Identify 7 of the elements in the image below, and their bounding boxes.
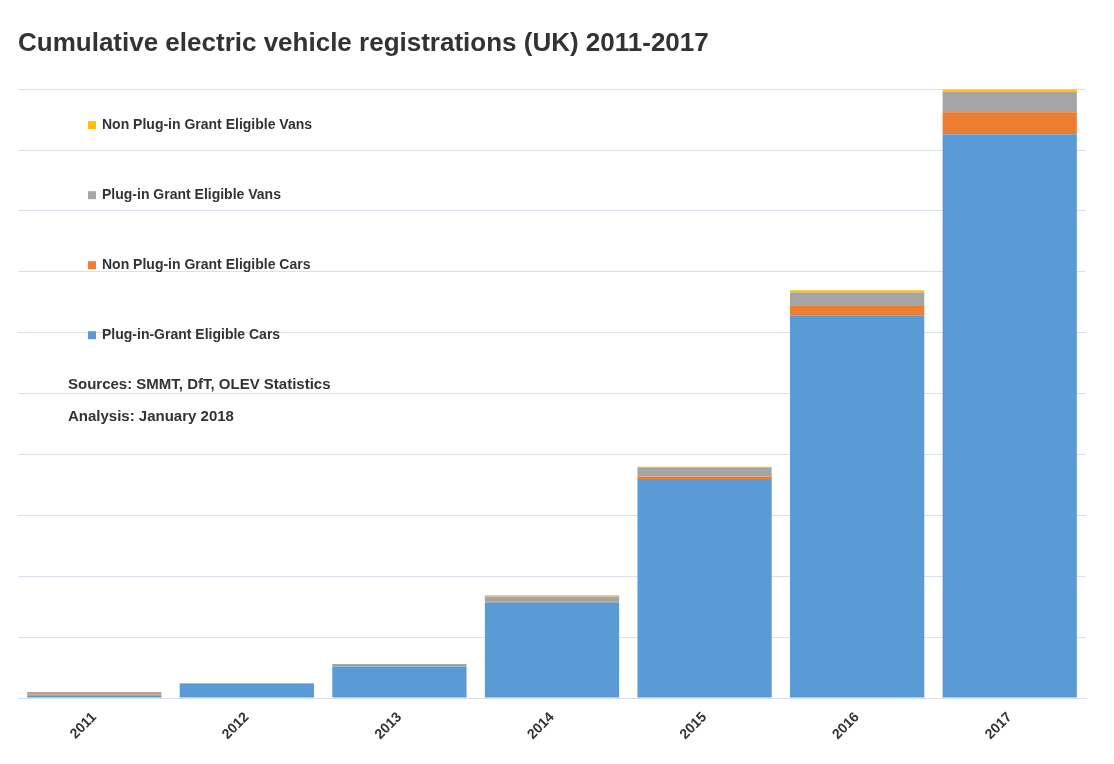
legend-label: Plug-in Grant Eligible Vans bbox=[102, 186, 282, 203]
legend-label: Non Plug-in Grant Eligible Cars bbox=[102, 256, 311, 273]
annotation: Sources: SMMT, DfT, OLEV Statistics bbox=[68, 375, 331, 393]
annotation: Analysis: January 2018 bbox=[68, 407, 234, 425]
legend-label: Non Plug-in Grant Eligible Vans bbox=[102, 116, 313, 133]
chart-title: Cumulative electric vehicle registrations (UK) 2011-2017 bbox=[18, 26, 709, 57]
legend-label: Plug-in-Grant Eligible Cars bbox=[102, 326, 281, 343]
